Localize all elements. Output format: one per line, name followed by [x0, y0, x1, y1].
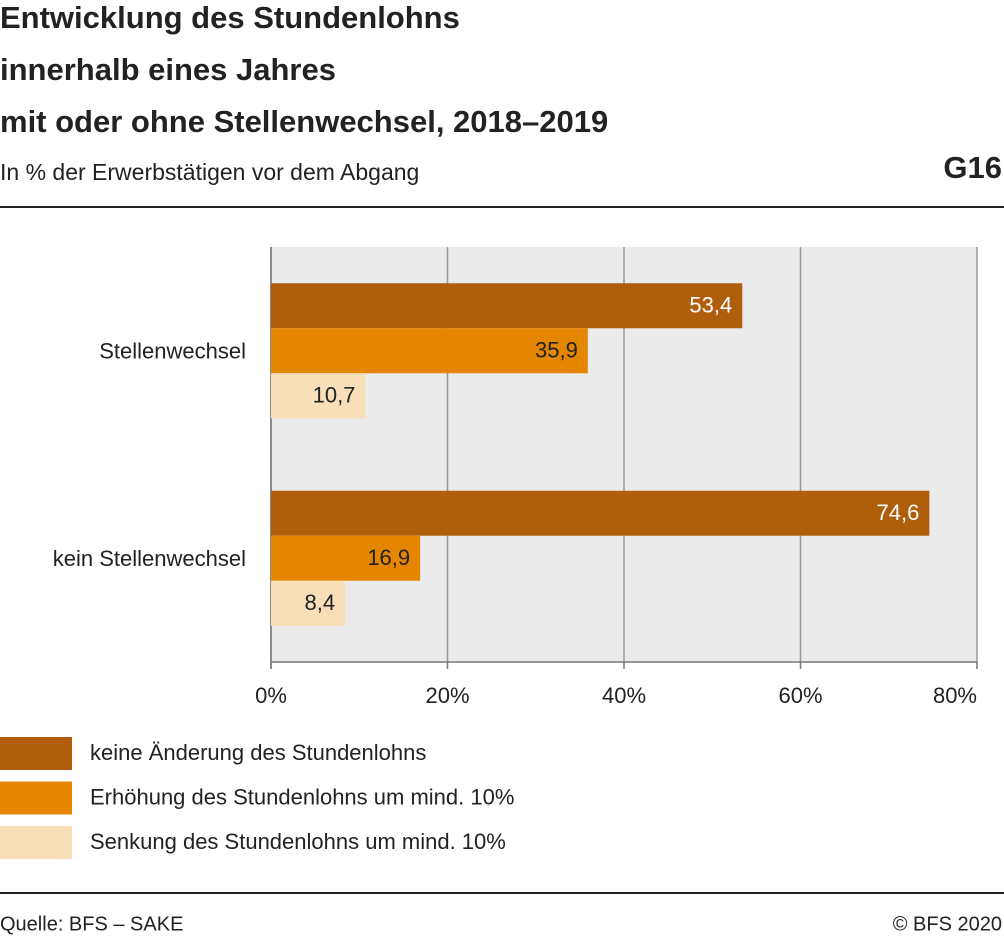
legend-label: keine Änderung des Stundenlohns [90, 740, 426, 765]
bar [271, 535, 421, 581]
legend-swatch [0, 781, 72, 815]
chart-title: mit oder ohne Stellenwechsel, 2018–2019 [0, 104, 608, 139]
value-label: 10,7 [313, 383, 356, 408]
chart-id: G16 [943, 150, 1002, 185]
value-label: 8,4 [305, 590, 336, 615]
x-tick-label: 20% [425, 683, 469, 708]
bar [271, 373, 366, 419]
legend-label: Erhöhung des Stundenlohns um mind. 10% [90, 784, 514, 809]
value-label: 35,9 [535, 338, 578, 363]
x-tick-label: 60% [778, 683, 822, 708]
y-tick-label: Stellenwechsel [99, 339, 246, 364]
chart-subtitle: In % der Erwerbstätigen vor dem Abgang [0, 159, 419, 185]
legend-swatch [0, 826, 72, 859]
value-label: 16,9 [367, 545, 410, 570]
value-label: 53,4 [689, 293, 732, 318]
bar [271, 328, 588, 374]
y-tick-label: kein Stellenwechsel [53, 546, 246, 571]
bar [271, 580, 346, 626]
x-tick-label: 80% [933, 683, 977, 708]
x-tick-label: 40% [602, 683, 646, 708]
source: Quelle: BFS – SAKE [0, 913, 183, 935]
value-label: 74,6 [877, 500, 920, 525]
chart-title: innerhalb eines Jahres [0, 52, 336, 87]
copyright: © BFS 2020 [893, 913, 1002, 935]
legend-swatch [0, 737, 72, 770]
bar [271, 283, 743, 329]
x-tick-label: 0% [255, 683, 287, 708]
bar [271, 490, 930, 536]
legend-label: Senkung des Stundenlohns um mind. 10% [90, 829, 506, 854]
chart-title: Entwicklung des Stundenlohns [0, 0, 460, 35]
